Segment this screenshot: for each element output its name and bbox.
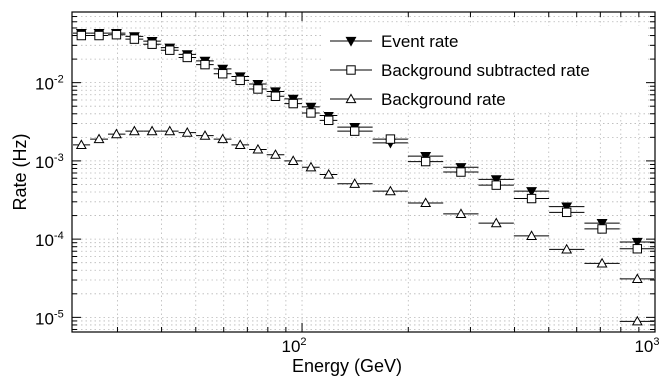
- y-tick-label: 10-2: [35, 74, 64, 94]
- x-tick-label: 102: [282, 336, 307, 356]
- data-point: [147, 39, 157, 49]
- x-tick-label: 103: [634, 336, 659, 356]
- data-point: [420, 197, 432, 208]
- data-point: [632, 244, 643, 254]
- data-point: [561, 202, 573, 213]
- data-point: [597, 224, 607, 234]
- data-point: [128, 125, 140, 136]
- data-point: [165, 45, 175, 55]
- data-point: [305, 102, 317, 113]
- data-point: [288, 98, 298, 109]
- data-point: [420, 156, 431, 167]
- legend: Event rate Background subtracted rate Back…: [324, 26, 646, 112]
- data-point: [305, 161, 317, 172]
- data-point: [349, 126, 360, 136]
- data-point: [270, 149, 281, 159]
- plot-frame: [71, 11, 656, 333]
- data-point: [129, 34, 140, 44]
- data-point: [349, 178, 361, 188]
- series-layer: [73, 28, 654, 326]
- data-point: [526, 187, 538, 197]
- data-point: [526, 230, 538, 240]
- legend-label: Background rate: [381, 90, 506, 109]
- legend-background: [324, 26, 646, 112]
- legend-label: Event rate: [381, 32, 459, 51]
- x-axis-label: Energy (GeV): [292, 356, 402, 376]
- data-point: [490, 217, 502, 228]
- data-point: [323, 115, 334, 126]
- data-point: [384, 185, 396, 196]
- data-point: [235, 75, 245, 86]
- data-point: [111, 30, 122, 40]
- data-point: [110, 128, 122, 139]
- data-point: [561, 243, 573, 254]
- data-point: [631, 237, 643, 248]
- data-point: [490, 175, 502, 186]
- data-point: [181, 126, 193, 137]
- legend-marker: [346, 65, 356, 75]
- data-point: [164, 125, 176, 136]
- data-point: [456, 167, 466, 177]
- data-point: [323, 168, 335, 179]
- data-point: [420, 152, 432, 162]
- legend-marker: [345, 36, 357, 47]
- data-point: [631, 315, 643, 326]
- data-point: [75, 139, 87, 150]
- series-2: [73, 125, 654, 284]
- data-point: [631, 273, 643, 284]
- data-point: [217, 133, 229, 144]
- data-point: [252, 143, 264, 154]
- y-tick-label: 10-5: [35, 308, 64, 328]
- data-point: [596, 257, 608, 268]
- data-point: [287, 155, 299, 165]
- data-point: [93, 133, 105, 144]
- data-point: [561, 207, 572, 218]
- tick-layer: 102 103 10-5 10-4 10-3 10-2: [35, 11, 660, 356]
- data-point: [199, 130, 211, 140]
- data-point: [76, 30, 87, 41]
- data-point: [596, 219, 608, 229]
- y-tick-label: 10-3: [35, 152, 64, 172]
- data-point: [217, 69, 228, 79]
- data-point: [253, 84, 263, 94]
- legend-marker: [345, 93, 357, 104]
- data-point: [146, 125, 158, 136]
- series-1: [73, 30, 654, 254]
- y-tick-label: 10-4: [35, 230, 64, 250]
- data-point: [94, 30, 104, 41]
- data-point: [200, 59, 210, 70]
- data-point: [385, 134, 396, 144]
- data-point: [455, 208, 467, 219]
- data-point: [270, 91, 281, 101]
- y-axis-label: Rate (Hz): [10, 133, 30, 210]
- data-point: [182, 52, 192, 63]
- data-point: [526, 193, 537, 204]
- data-point: [306, 108, 316, 118]
- legend-label: Background subtracted rate: [381, 61, 590, 80]
- data-point: [234, 139, 246, 150]
- data-point: [491, 180, 501, 190]
